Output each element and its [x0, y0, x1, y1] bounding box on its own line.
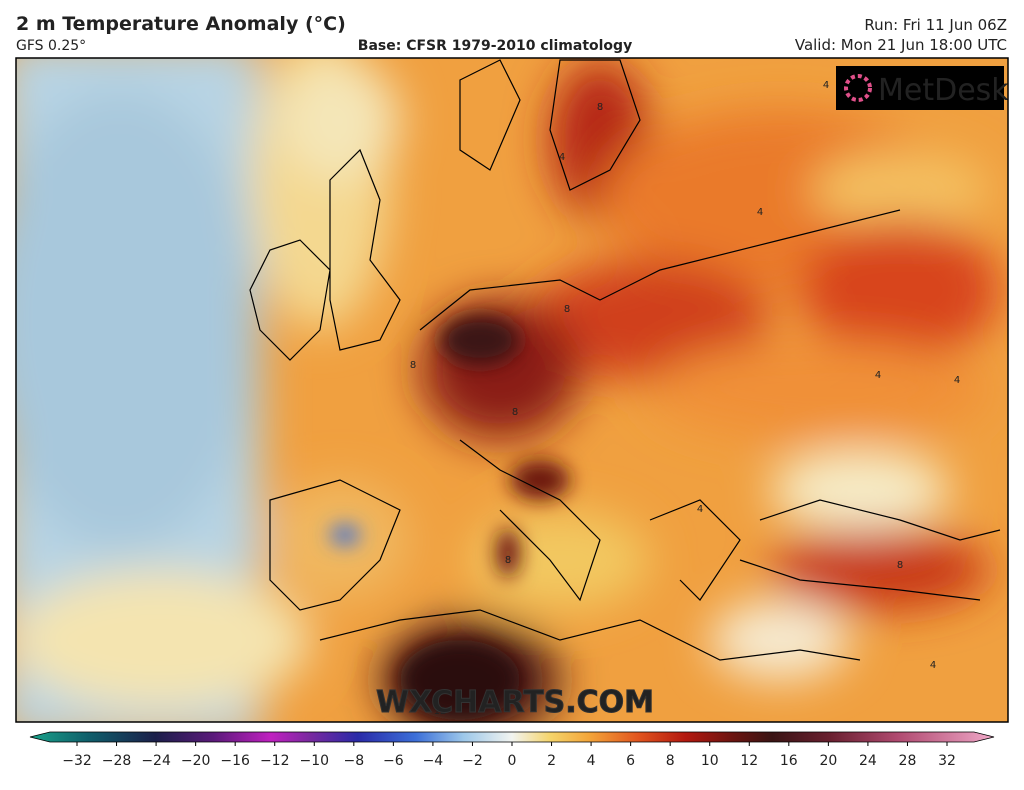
map: 8 4 4 8 8 8 4 4 4 4 8 8 4 12 MetDesk WXCHARTS.COM — [16, 58, 1009, 722]
watermark: WXCHARTS.COM — [376, 685, 654, 720]
contour-label: 8 — [505, 555, 511, 566]
contour-label: 12 — [434, 706, 447, 717]
colorbar-bar — [29, 731, 995, 743]
contour-label: 8 — [564, 304, 570, 315]
colorbar-label: −24 — [141, 753, 171, 769]
run: Run: Fri 11 Jun 06Z — [864, 16, 1007, 34]
contour-label: 4 — [930, 660, 936, 671]
colorbar-label: 10 — [701, 753, 719, 769]
colorbar-label: −16 — [220, 753, 250, 769]
header: 2 m Temperature Anomaly (°C) GFS 0.25° B… — [16, 13, 1007, 54]
colorbar-label: −28 — [102, 753, 132, 769]
colorbar-label: 12 — [740, 753, 758, 769]
contour-labels: 8 4 4 8 8 8 4 4 4 4 8 8 4 12 — [410, 80, 960, 717]
colorbar-label: 16 — [780, 753, 798, 769]
colorbar: −32 −28 −24 −20 −16 −12 −10 −8 −6 −4 −2 0 2 4 6 8 10 12 16… — [29, 731, 995, 769]
contour-label: 8 — [597, 102, 603, 113]
colorbar-label: −10 — [299, 753, 329, 769]
contour-label: 4 — [757, 207, 763, 218]
logo: MetDesk — [836, 66, 1009, 110]
colorbar-label: 2 — [547, 753, 556, 769]
contour-label: 4 — [697, 504, 703, 515]
colorbar-label: 8 — [666, 753, 675, 769]
colorbar-labels: −32 −28 −24 −20 −16 −12 −10 −8 −6 −4 −2 0 2 4 6 8 10 12 16… — [62, 742, 956, 769]
model: GFS 0.25° — [16, 38, 86, 54]
valid: Valid: Mon 21 Jun 18:00 UTC — [795, 36, 1007, 54]
contour-label: 4 — [954, 375, 960, 386]
colorbar-label: −20 — [181, 753, 211, 769]
colorbar-label: 32 — [938, 753, 956, 769]
contour-label: 8 — [897, 560, 903, 571]
contour-label: 4 — [823, 80, 829, 91]
colorbar-label: −6 — [383, 753, 404, 769]
logo-text: MetDesk — [878, 73, 1009, 108]
colorbar-label: −4 — [423, 753, 444, 769]
colorbar-label: 0 — [508, 753, 517, 769]
contour-label: 8 — [512, 407, 518, 418]
colorbar-label: −2 — [462, 753, 483, 769]
contour-label: 8 — [410, 360, 416, 371]
map-frame — [15, 57, 1009, 723]
colorbar-label: 28 — [899, 753, 917, 769]
colorbar-label: −12 — [260, 753, 290, 769]
colorbar-label: 20 — [819, 753, 837, 769]
colorbar-label: −8 — [343, 753, 364, 769]
contour-label: 4 — [559, 152, 565, 163]
colorbar-label: 24 — [859, 753, 877, 769]
colorbar-label: −32 — [62, 753, 92, 769]
base: Base: CFSR 1979-2010 climatology — [358, 38, 632, 54]
contour-label: 4 — [875, 370, 881, 381]
title: 2 m Temperature Anomaly (°C) — [16, 13, 346, 35]
colorbar-label: 6 — [626, 753, 635, 769]
colorbar-label: 4 — [587, 753, 596, 769]
